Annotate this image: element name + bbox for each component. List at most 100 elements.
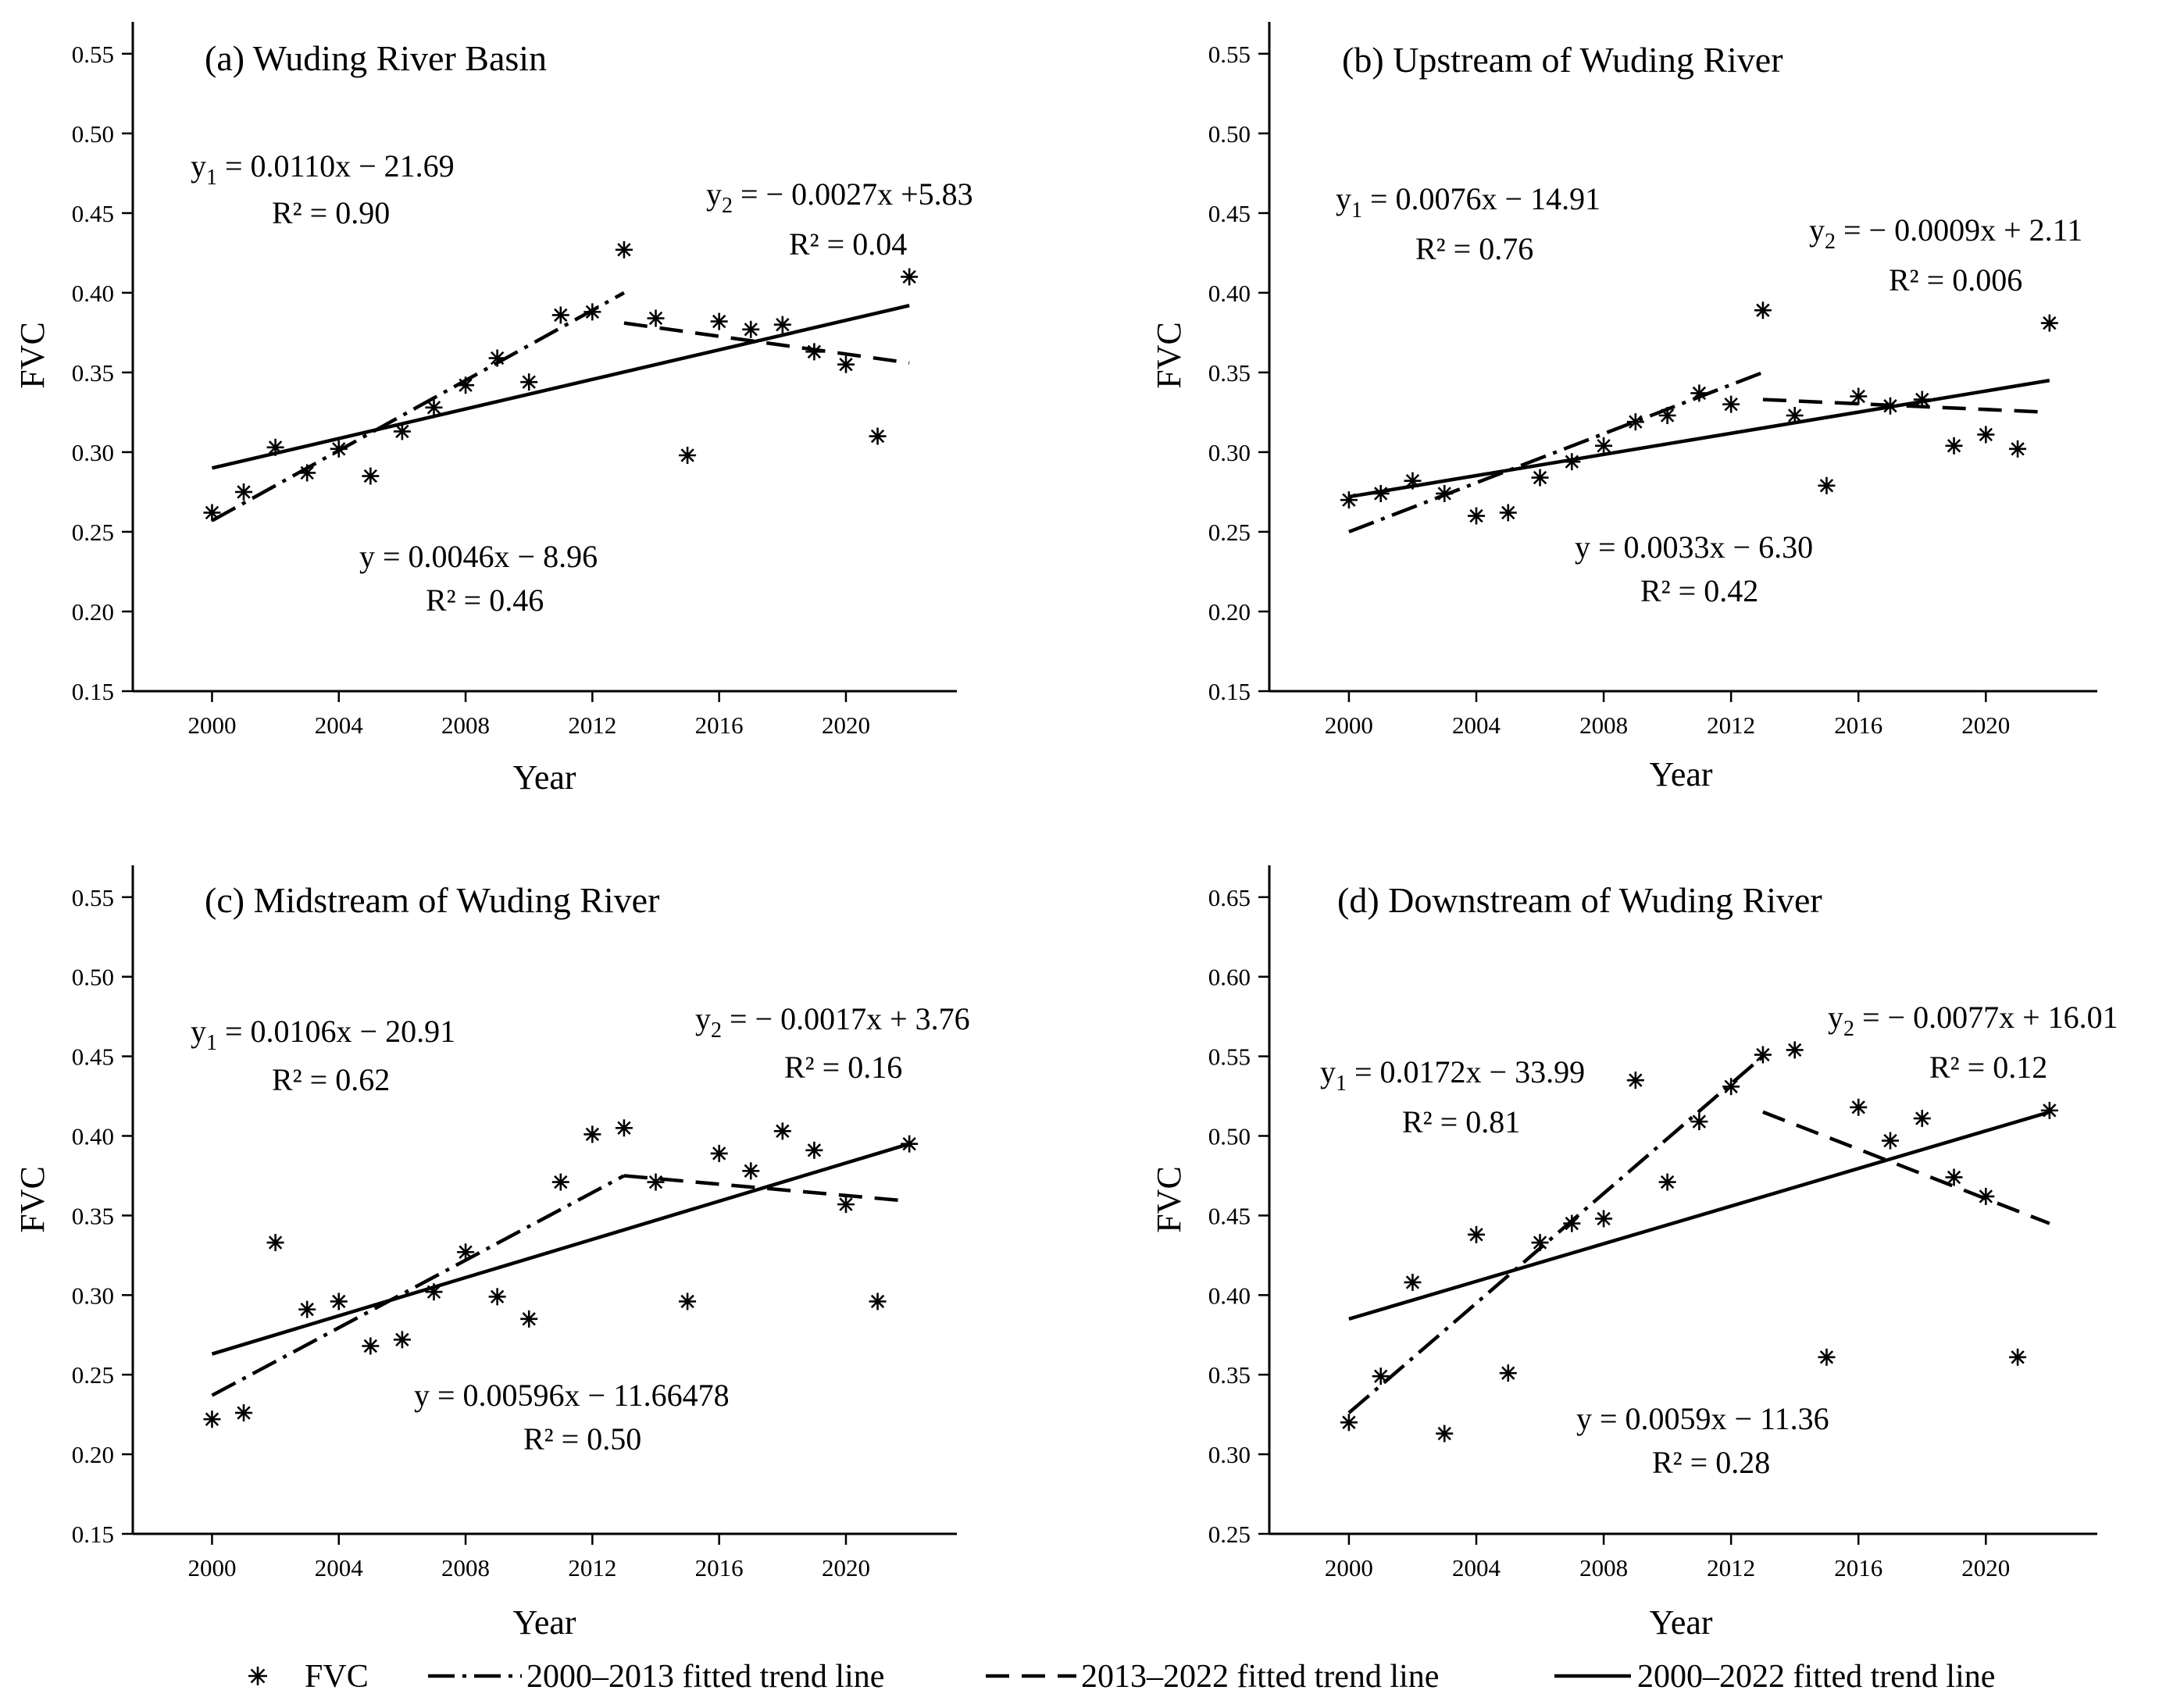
panel-c-fvc-point (901, 1135, 919, 1153)
panel-c-xtick-label: 2008 (441, 1554, 490, 1581)
panel-b-fvc-point (1468, 507, 1485, 525)
panel-a-xtick-label: 2004 (315, 711, 364, 739)
panel-b-x-axis-label: Year (1649, 755, 1712, 793)
panel-b-r2-1: R² = 0.76 (1415, 231, 1533, 266)
panel-d-fvc-point (1404, 1273, 1422, 1291)
panel-c-ytick-label: 0.40 (72, 1122, 114, 1150)
panel-b-equation-1: y1 = 0.0076x − 14.91 (1336, 181, 1601, 223)
panel-c-fvc-point (583, 1125, 601, 1143)
panel-b-fvc-point (1531, 469, 1549, 487)
panel-a-ytick-label: 0.55 (72, 41, 114, 68)
panel-c-xtick-label: 2000 (187, 1554, 236, 1581)
panel-d-xtick-label: 2004 (1452, 1554, 1501, 1581)
panel-a-ytick-label: 0.15 (72, 678, 114, 705)
panel-b-y-axis-label: FVC (1150, 322, 1188, 389)
panel-b-ytick-label: 0.40 (1208, 280, 1251, 307)
panel-b-fvc-point (1722, 395, 1740, 413)
panel-c-fvc-point (710, 1144, 728, 1162)
panel-d-ytick-label: 0.55 (1208, 1043, 1251, 1071)
panel-d-fvc-point (2009, 1348, 2027, 1366)
panel-c-xtick-label: 2020 (822, 1554, 870, 1581)
panel-b-ytick-label: 0.20 (1208, 598, 1251, 626)
panel-d-ytick-label: 0.30 (1208, 1441, 1251, 1468)
panel-b-xtick-label: 2020 (1961, 711, 2010, 739)
legend: FVC 2000–2013 fitted trend line 2013–2022 … (248, 1659, 1995, 1695)
panel-a-fvc-point (457, 376, 475, 394)
panel-c-fvc-point (805, 1141, 823, 1159)
panel-c-equation-3: y = 0.00596x − 11.66478 (414, 1378, 730, 1413)
panel-c-fvc-point (330, 1293, 348, 1310)
panel-a-xtick-label: 2008 (441, 711, 490, 739)
panel-b-fvc-point (1850, 387, 1868, 405)
panel-c-trend-solid (211, 1142, 910, 1356)
panel-a-fvc-point (235, 483, 253, 501)
panel-b-ytick-label: 0.45 (1208, 200, 1251, 227)
panel-d-fvc-point (2040, 1101, 2058, 1119)
panel-b-xtick-label: 2004 (1452, 711, 1501, 739)
panel-d-xtick-label: 2000 (1325, 1554, 1373, 1581)
legend-dashdot-label: 2000–2013 fitted trend line (526, 1659, 884, 1695)
panel-c-fvc-point (869, 1293, 887, 1310)
panel-b-fvc-point (1977, 426, 1995, 444)
legend-fvc-label: FVC (305, 1659, 369, 1695)
panel-c-fvc-point (742, 1162, 760, 1180)
panel-c-fvc-point (773, 1122, 791, 1140)
panel-d-xtick-label: 2020 (1961, 1554, 2010, 1581)
panel-b-fvc-point (1690, 384, 1708, 402)
panel-c-r2-3: R² = 0.50 (523, 1421, 641, 1457)
panel-a-ytick-label: 0.25 (72, 519, 114, 546)
panel-b-equation-2: y2 = − 0.0009x + 2.11 (1809, 212, 2082, 254)
panel-b-fvc-point (1340, 491, 1358, 509)
panel-b-fvc-point (1436, 484, 1454, 502)
panel-a-xtick-label: 2016 (695, 711, 744, 739)
panel-d-fvc-point (1436, 1425, 1454, 1442)
panel-b-fvc-point (1913, 390, 1931, 408)
panel-a-x-axis-label: Year (512, 758, 576, 797)
panel-b-ytick-label: 0.50 (1208, 120, 1251, 148)
panel-c-ytick-label: 0.15 (72, 1521, 114, 1548)
panel-b-ytick-label: 0.15 (1208, 678, 1251, 705)
panel-a-fvc-point (425, 398, 443, 416)
panel-a-ytick-label: 0.20 (72, 598, 114, 626)
panel-c-ytick-label: 0.25 (72, 1361, 114, 1389)
panel-b-fvc-point (1563, 453, 1581, 471)
panel-d-fvc-point (1945, 1168, 1963, 1186)
panel-b-fvc-point (2009, 440, 2027, 458)
panel-a-fvc-point (869, 427, 887, 445)
panel-d-equation-2: y2 = − 0.0077x + 16.01 (1828, 1000, 2118, 1041)
panel-a-fvc-point (203, 504, 221, 522)
panel-d-xtick-label: 2008 (1579, 1554, 1628, 1581)
panel-d-x-axis-label: Year (1649, 1603, 1712, 1642)
panel-d-r2-3: R² = 0.28 (1652, 1445, 1770, 1480)
panel-d-fvc-point (1468, 1225, 1485, 1243)
panel-a-fvc-point (488, 349, 506, 367)
panel-d-ytick-label: 0.40 (1208, 1282, 1251, 1309)
panel-d-fvc-point (1690, 1113, 1708, 1131)
panel-b-fvc-point (1404, 472, 1422, 490)
panel-d-fvc-point (1818, 1348, 1836, 1366)
panel-a-r2-3: R² = 0.46 (426, 583, 544, 618)
panel-a-xtick-label: 2000 (187, 711, 236, 739)
panel-d-fvc-point (1595, 1210, 1613, 1228)
panel-a-fvc-point (266, 438, 284, 456)
panel-c-r2-1: R² = 0.62 (272, 1062, 390, 1097)
panel-d-equation-1: y1 = 0.0172x − 33.99 (1320, 1054, 1585, 1096)
panel-d-xtick-label: 2016 (1834, 1554, 1882, 1581)
panel-b-fvc-point (2040, 314, 2058, 332)
panel-c-xtick-label: 2016 (695, 1554, 744, 1581)
panel-c-ytick-label: 0.20 (72, 1441, 114, 1468)
panel-c-fvc-point (615, 1119, 633, 1137)
panel-d-r2-2: R² = 0.12 (1929, 1050, 2047, 1085)
panel-d-r2-1: R² = 0.81 (1402, 1104, 1520, 1139)
panel-d-ytick-label: 0.25 (1208, 1521, 1251, 1548)
legend-dashed-label: 2013–2022 fitted trend line (1081, 1659, 1439, 1695)
panel-a-y-axis-label: FVC (13, 322, 52, 389)
panel-c-fvc-point (203, 1410, 221, 1428)
panel-a-fvc-point (615, 241, 633, 259)
panel-b-trend-dashdot (1348, 370, 1764, 534)
panel-d-fvc-point (1372, 1367, 1390, 1385)
panel-b-fvc-point (1499, 504, 1517, 522)
panel-c-fvc-point (647, 1173, 665, 1191)
panel-a-fvc-point (362, 467, 380, 485)
